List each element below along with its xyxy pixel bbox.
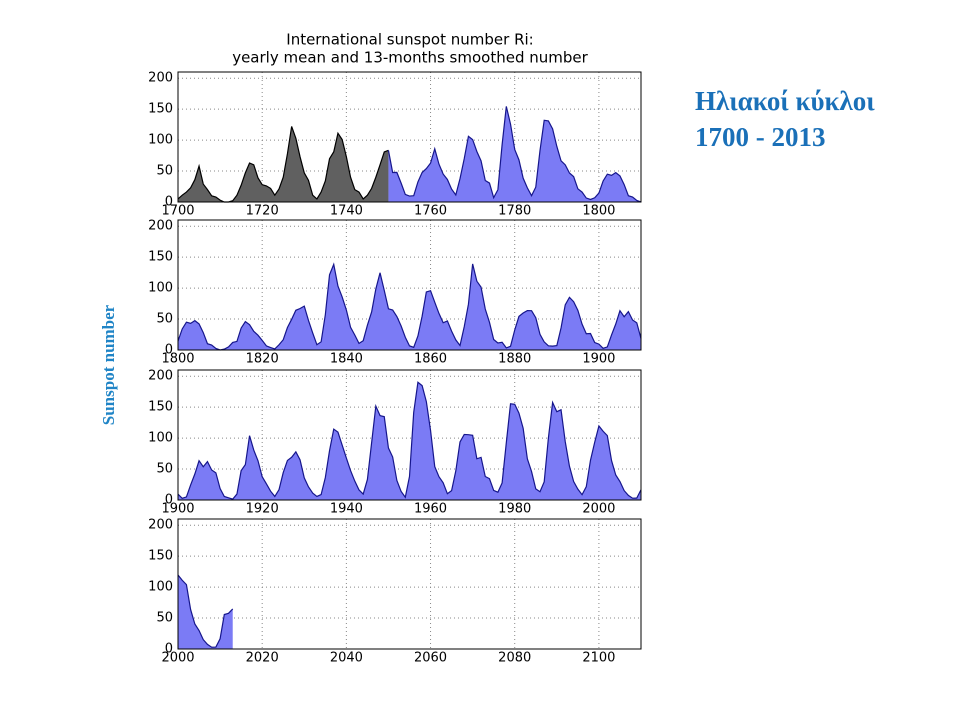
y-tick-label: 100 bbox=[148, 281, 173, 296]
x-tick-label: 1900 bbox=[161, 502, 194, 517]
x-tick-label: 2080 bbox=[498, 651, 531, 666]
y-tick-label: 50 bbox=[156, 611, 173, 626]
x-tick-label: 1960 bbox=[414, 502, 447, 517]
x-tick-label: 2060 bbox=[414, 651, 447, 666]
area-fill bbox=[178, 126, 389, 202]
y-axis-label: Sunspot number bbox=[99, 304, 118, 425]
y-tick-label: 0 bbox=[165, 493, 173, 508]
x-tick-label: 1760 bbox=[414, 204, 447, 219]
area-line bbox=[177, 126, 389, 203]
area-line bbox=[387, 106, 642, 203]
plot-frame bbox=[177, 518, 642, 650]
area-fill bbox=[178, 574, 233, 649]
plot-area bbox=[178, 519, 641, 649]
y-tick-label: 200 bbox=[148, 219, 173, 234]
y-tick-label: 150 bbox=[148, 549, 173, 564]
area-fill bbox=[178, 382, 641, 500]
x-tick-label: 1820 bbox=[246, 352, 279, 367]
x-tick-label: 1840 bbox=[330, 352, 363, 367]
x-tick-label: 1800 bbox=[161, 352, 194, 367]
side-title: 1700 - 2013 bbox=[695, 122, 826, 152]
y-tick-label: 0 bbox=[165, 195, 173, 210]
plot-frame bbox=[177, 71, 642, 203]
y-tick-label: 150 bbox=[148, 102, 173, 117]
x-tick-label: 2100 bbox=[582, 651, 615, 666]
x-tick-label: 1920 bbox=[246, 502, 279, 517]
y-tick-label: 50 bbox=[156, 312, 173, 327]
x-tick-label: 1780 bbox=[498, 204, 531, 219]
y-tick-label: 0 bbox=[165, 343, 173, 358]
x-tick-label: 2040 bbox=[330, 651, 363, 666]
side-title: Ηλιακοί κύκλοι bbox=[695, 86, 875, 116]
x-tick-label: 1800 bbox=[582, 204, 615, 219]
area-line bbox=[177, 381, 642, 500]
x-tick-label: 2000 bbox=[161, 651, 194, 666]
area-fill bbox=[178, 263, 641, 350]
y-tick-label: 100 bbox=[148, 580, 173, 595]
y-tick-label: 50 bbox=[156, 164, 173, 179]
chart-subtitle: yearly mean and 13-months smoothed numbe… bbox=[232, 49, 588, 67]
x-tick-label: 1880 bbox=[498, 352, 531, 367]
plot-frame bbox=[177, 369, 642, 501]
area-line bbox=[177, 574, 234, 648]
chart-title: International sunspot number Ri: bbox=[286, 31, 533, 49]
x-tick-label: 1940 bbox=[330, 502, 363, 517]
y-tick-label: 100 bbox=[148, 133, 173, 148]
y-tick-label: 200 bbox=[148, 369, 173, 384]
y-tick-label: 150 bbox=[148, 400, 173, 415]
x-tick-label: 1700 bbox=[161, 204, 194, 219]
x-tick-label: 1980 bbox=[498, 502, 531, 517]
x-tick-label: 2020 bbox=[246, 651, 279, 666]
x-tick-label: 1900 bbox=[582, 352, 615, 367]
y-tick-label: 50 bbox=[156, 462, 173, 477]
x-tick-label: 1720 bbox=[246, 204, 279, 219]
x-tick-label: 1860 bbox=[414, 352, 447, 367]
y-tick-label: 100 bbox=[148, 431, 173, 446]
y-tick-label: 150 bbox=[148, 250, 173, 265]
area-line bbox=[177, 262, 642, 351]
plot-frame bbox=[177, 219, 642, 351]
y-tick-label: 200 bbox=[148, 71, 173, 86]
x-tick-label: 2000 bbox=[582, 502, 615, 517]
y-tick-label: 200 bbox=[148, 518, 173, 533]
x-tick-label: 1740 bbox=[330, 204, 363, 219]
area-fill bbox=[388, 106, 641, 202]
y-tick-label: 0 bbox=[165, 642, 173, 657]
